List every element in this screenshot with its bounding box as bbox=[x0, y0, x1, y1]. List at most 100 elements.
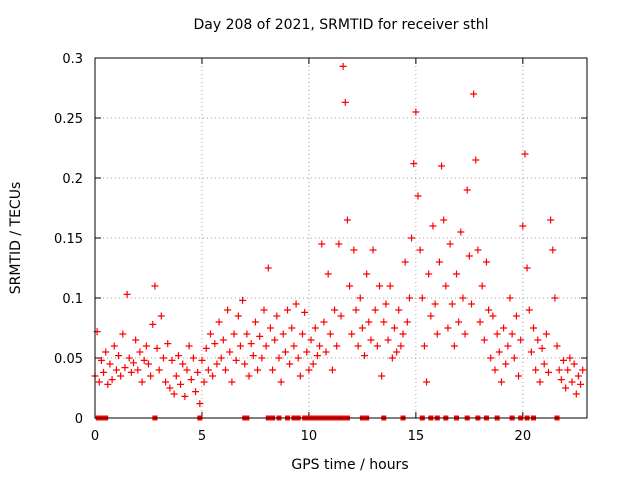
data-point bbox=[290, 342, 298, 350]
data-point bbox=[213, 360, 221, 368]
y-tick-label: 0.1 bbox=[62, 292, 83, 307]
data-point bbox=[288, 324, 296, 332]
data-point bbox=[309, 360, 317, 368]
data-point bbox=[568, 378, 576, 386]
data-point bbox=[401, 258, 409, 266]
data-point bbox=[164, 340, 172, 348]
data-point bbox=[427, 312, 435, 320]
data-point bbox=[228, 378, 236, 386]
data-point bbox=[198, 356, 206, 364]
data-point bbox=[425, 270, 433, 278]
data-point bbox=[183, 366, 191, 374]
data-point bbox=[579, 366, 587, 374]
data-point bbox=[416, 246, 424, 254]
data-point bbox=[495, 348, 503, 356]
data-point bbox=[341, 98, 349, 106]
data-point bbox=[170, 390, 178, 398]
data-point bbox=[339, 62, 347, 70]
data-point bbox=[112, 366, 120, 374]
data-point bbox=[296, 372, 304, 380]
axis-ticks bbox=[94, 57, 587, 419]
data-point bbox=[326, 330, 334, 338]
data-point bbox=[519, 222, 527, 230]
data-point bbox=[221, 366, 229, 374]
data-point bbox=[168, 356, 176, 364]
data-point bbox=[249, 352, 257, 360]
data-point bbox=[388, 354, 396, 362]
data-point bbox=[354, 342, 362, 350]
data-point bbox=[517, 336, 525, 344]
data-point bbox=[476, 318, 484, 326]
data-point bbox=[521, 150, 529, 158]
data-point bbox=[564, 366, 572, 374]
data-point bbox=[155, 366, 163, 374]
y-axis-label: SRMTID / TECUs bbox=[8, 181, 24, 295]
data-point bbox=[121, 364, 129, 372]
data-point bbox=[215, 318, 223, 326]
data-point bbox=[397, 342, 405, 350]
data-point bbox=[316, 342, 324, 350]
data-point bbox=[371, 306, 379, 314]
data-point bbox=[562, 384, 570, 392]
data-point bbox=[429, 222, 437, 230]
data-point bbox=[305, 366, 313, 374]
data-point bbox=[119, 330, 127, 338]
data-point bbox=[500, 324, 508, 332]
data-point bbox=[209, 372, 217, 380]
data-point bbox=[502, 360, 510, 368]
data-point bbox=[444, 324, 452, 332]
data-point bbox=[532, 366, 540, 374]
data-point bbox=[418, 294, 426, 302]
data-point bbox=[110, 342, 118, 350]
data-point bbox=[431, 300, 439, 308]
data-point bbox=[211, 340, 219, 348]
data-point bbox=[256, 332, 264, 340]
y-tick-label: 0.05 bbox=[54, 352, 83, 367]
x-tick-label: 5 bbox=[198, 429, 206, 444]
data-point bbox=[200, 378, 208, 386]
data-point bbox=[284, 306, 292, 314]
data-point bbox=[403, 318, 411, 326]
data-points bbox=[91, 62, 587, 421]
data-point bbox=[363, 270, 371, 278]
data-point bbox=[367, 336, 375, 344]
data-point bbox=[132, 336, 140, 344]
data-point bbox=[506, 294, 514, 302]
data-point bbox=[241, 360, 249, 368]
data-point bbox=[166, 384, 174, 392]
data-point bbox=[423, 378, 431, 386]
data-point bbox=[181, 392, 189, 400]
data-point bbox=[127, 368, 135, 376]
data-point bbox=[311, 324, 319, 332]
data-point bbox=[384, 336, 392, 344]
data-point bbox=[275, 354, 283, 362]
data-point bbox=[187, 376, 195, 384]
data-point bbox=[106, 360, 114, 368]
data-point bbox=[527, 348, 535, 356]
data-point bbox=[474, 246, 482, 254]
data-point bbox=[258, 354, 266, 362]
data-point bbox=[440, 216, 448, 224]
data-point bbox=[461, 330, 469, 338]
y-tick-label: 0.25 bbox=[54, 112, 83, 127]
data-point bbox=[493, 330, 501, 338]
data-point bbox=[504, 342, 512, 350]
data-point bbox=[224, 306, 232, 314]
data-point bbox=[298, 330, 306, 338]
data-point bbox=[151, 282, 159, 290]
data-point bbox=[446, 240, 454, 248]
data-point bbox=[281, 348, 289, 356]
data-point bbox=[420, 342, 428, 350]
data-point bbox=[399, 330, 407, 338]
data-point bbox=[530, 324, 538, 332]
data-point bbox=[234, 312, 242, 320]
data-point bbox=[577, 380, 585, 388]
y-tick-label: 0.15 bbox=[54, 232, 83, 247]
data-point bbox=[123, 290, 131, 298]
data-point bbox=[572, 390, 580, 398]
data-point bbox=[303, 348, 311, 356]
data-point bbox=[117, 372, 125, 380]
data-point bbox=[140, 356, 148, 364]
data-point bbox=[410, 160, 418, 168]
